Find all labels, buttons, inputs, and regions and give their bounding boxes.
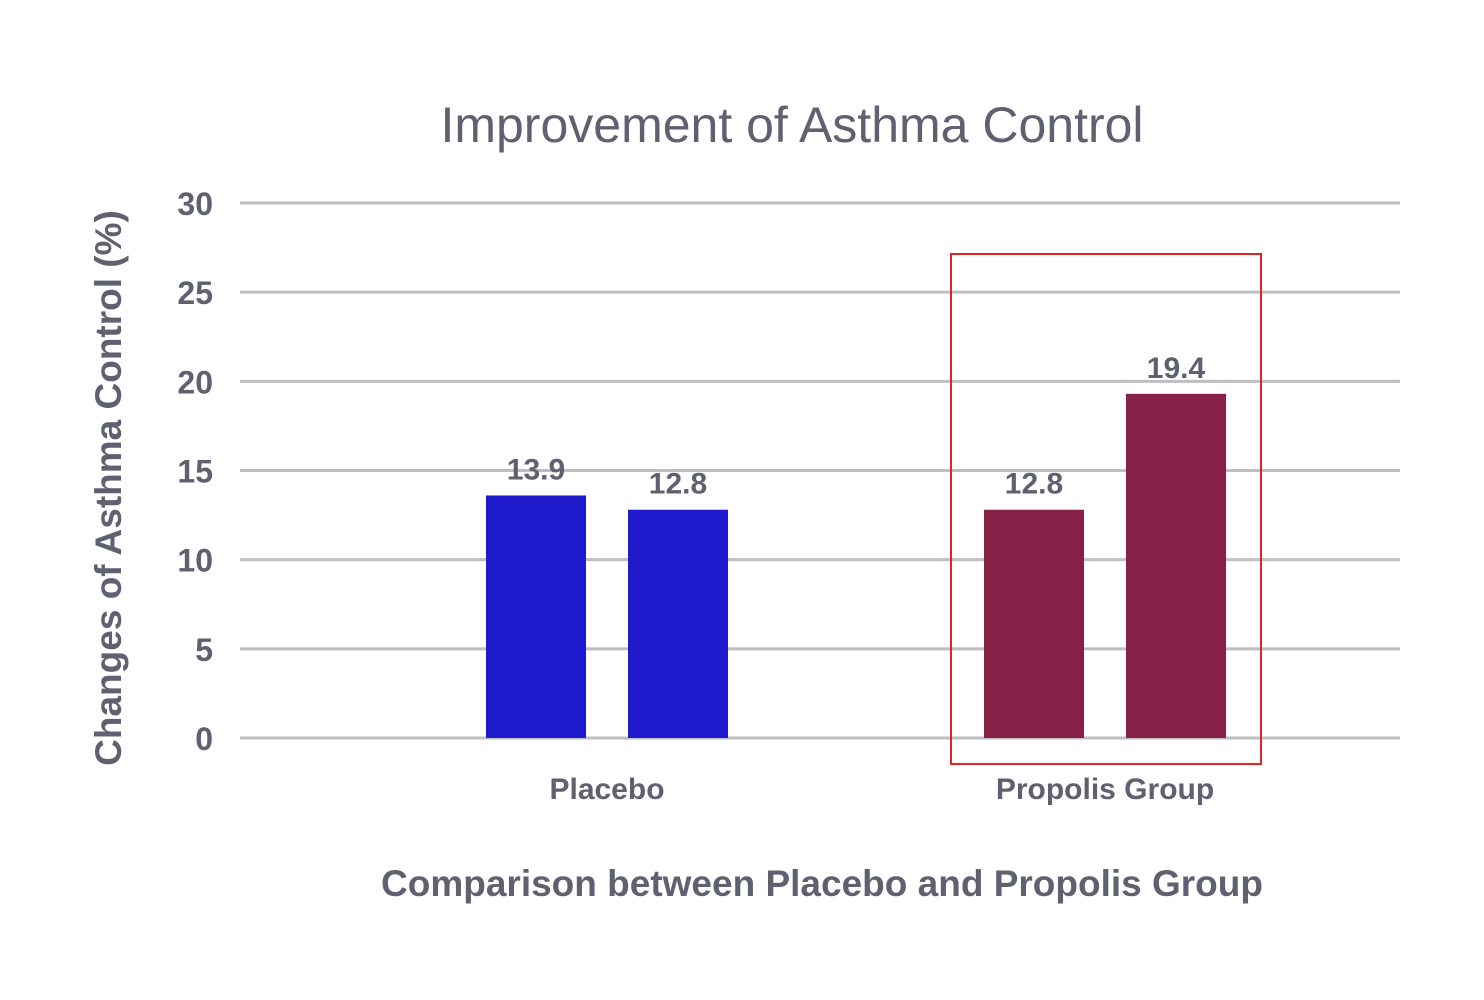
bar <box>628 509 728 738</box>
grid-lines <box>240 201 1400 740</box>
y-axis-title: Changes of Asthma Control (%) <box>88 210 129 766</box>
data-label: 19.4 <box>1147 352 1206 385</box>
y-tick-label: 20 <box>177 364 213 400</box>
x-category-label: Propolis Group <box>996 773 1214 806</box>
data-label: 13.9 <box>507 453 565 486</box>
data-labels: 13.9 12.8 12.8 19.4 <box>507 352 1206 501</box>
y-tick-label: 5 <box>195 632 213 668</box>
y-tick-label: 0 <box>195 721 213 757</box>
y-axis-ticks: 0 5 10 15 20 25 30 <box>177 186 213 757</box>
highlight-box <box>950 253 1262 765</box>
bar <box>984 509 1084 738</box>
x-axis-title: Comparison between Placebo and Propolis … <box>381 863 1263 904</box>
y-tick-label: 10 <box>177 543 213 579</box>
y-tick-label: 15 <box>177 454 213 490</box>
chart-title: Improvement of Asthma Control <box>440 97 1143 153</box>
x-axis-categories: Placebo Propolis Group <box>549 773 1214 806</box>
highlight-box-group <box>950 253 1262 765</box>
y-tick-label: 25 <box>177 275 213 311</box>
data-label: 12.8 <box>1005 468 1063 501</box>
bar <box>486 495 586 738</box>
data-label: 12.8 <box>649 468 707 501</box>
x-category-label: Placebo <box>549 773 664 806</box>
bars <box>486 393 1226 738</box>
y-tick-label: 30 <box>177 186 213 222</box>
bar <box>1126 393 1226 738</box>
